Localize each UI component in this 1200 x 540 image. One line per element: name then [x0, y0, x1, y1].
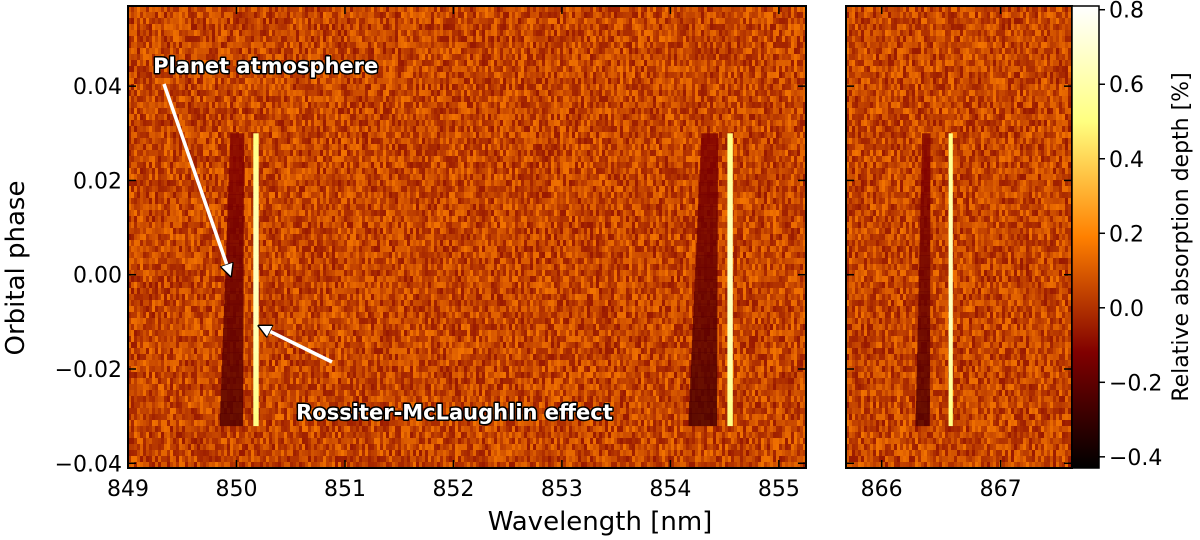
x-tick-label: 851	[324, 477, 366, 502]
panel-right-ticks: 866 867	[846, 6, 1072, 502]
x-tick-label: 850	[215, 477, 257, 502]
x-tick-label: 852	[432, 477, 474, 502]
x-axis-title: Wavelength [nm]	[488, 507, 713, 537]
annotation-planet-atmosphere: Planet atmosphere	[153, 54, 378, 78]
annotations: Planet atmosphere Rossiter-McLaughlin ef…	[152, 52, 615, 426]
colorbar-ticks: −0.4 −0.2 0.0 0.2 0.4 0.6 0.8	[1099, 0, 1162, 471]
colorbar-label: Relative absorption depth [%]	[1169, 72, 1194, 401]
colorbar-tick-label: 0.6	[1109, 73, 1144, 98]
y-tick-label: 0.00	[73, 264, 122, 289]
colorbar-tick-label: 0.4	[1109, 148, 1144, 173]
y-tick-label: 0.02	[73, 169, 122, 194]
colorbar: −0.4 −0.2 0.0 0.2 0.4 0.6 0.8 Relative absorpt…	[1071, 0, 1194, 471]
x-tick-label: 867	[980, 477, 1022, 502]
x-tick-label: 855	[758, 477, 800, 502]
y-tick-label: −0.04	[55, 452, 122, 477]
y-tick-label: −0.02	[55, 358, 122, 383]
heatmap-left	[128, 6, 806, 468]
y-axis-title: Orbital phase	[1, 181, 31, 356]
panel-right: 866 867	[845, 5, 1073, 502]
colorbar-tick-label: 0.0	[1109, 297, 1144, 322]
y-tick-label: 0.04	[73, 75, 122, 100]
colorbar-tick-label: −0.2	[1109, 371, 1162, 396]
colorbar-tick-label: −0.4	[1109, 446, 1162, 471]
colorbar-gradient	[1071, 5, 1100, 469]
annotation-arrow-planet-atmosphere	[162, 83, 230, 275]
y-axis-ticks: −0.04 −0.02 0.00 0.02 0.04	[55, 75, 122, 477]
x-tick-label: 849	[107, 477, 149, 502]
annotation-rossiter-mclaughlin: Rossiter-McLaughlin effect	[296, 400, 613, 424]
panel-left: 849 850 851 852 853 854 855	[107, 5, 807, 502]
panel-left-ticks: 849 850 851 852 853 854 855	[107, 6, 806, 502]
annotation-arrow-rossiter-mclaughlin	[260, 327, 333, 364]
x-tick-label: 866	[861, 477, 903, 502]
x-tick-label: 854	[649, 477, 691, 502]
panel-left-frame	[127, 5, 807, 469]
x-tick-label: 853	[541, 477, 583, 502]
heatmap-right	[846, 6, 1072, 468]
colorbar-tick-label: 0.8	[1109, 0, 1144, 24]
colorbar-tick-label: 0.2	[1109, 222, 1144, 247]
